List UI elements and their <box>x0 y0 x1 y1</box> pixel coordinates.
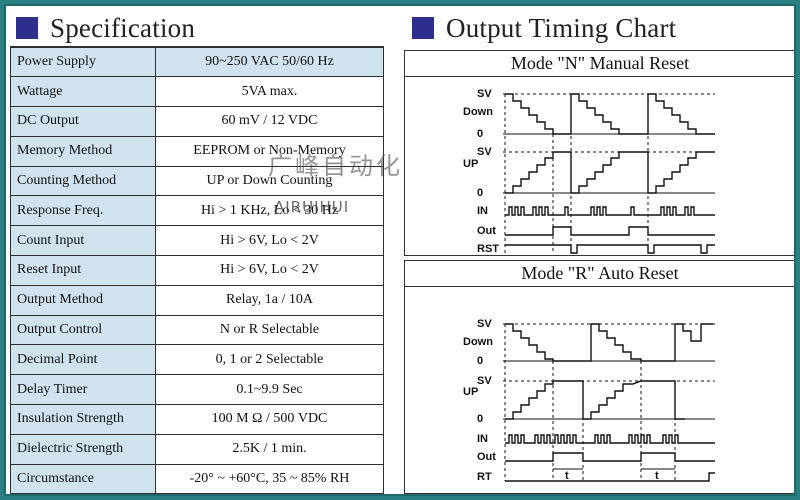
t-label: t <box>565 470 569 482</box>
header-bullet-square <box>412 17 434 39</box>
in-pulse-trace <box>505 434 715 444</box>
out-trace <box>505 452 715 462</box>
zero-up-label: 0 <box>477 413 483 425</box>
down-label: Down <box>463 336 493 348</box>
spec-row-wattage: Wattage 5VA max. <box>10 76 384 108</box>
spec-row-dc-output: DC Output 60 mV / 12 VDC <box>10 106 384 137</box>
t-label: t <box>655 470 659 482</box>
spec-row-memory-method: Memory Method EEPROM or Non-Memory <box>10 135 384 167</box>
spec-value: 100 M Ω / 500 VDC <box>155 404 384 435</box>
watermark-english: AIRUIHUI <box>274 198 350 216</box>
spec-label: Output Control <box>10 314 156 346</box>
out-label: Out <box>477 225 496 237</box>
spec-row-insulation-strength: Insulation Strength 100 M Ω / 500 VDC <box>10 404 384 435</box>
rt-label: RT <box>477 471 492 483</box>
spec-value: 90~250 VAC 50/60 Hz <box>155 46 384 78</box>
mode-n-chart-panel: Mode "N" Manual Reset <box>404 50 794 256</box>
mode-n-chart-title: Mode "N" Manual Reset <box>405 51 794 77</box>
rt-trace <box>505 472 715 482</box>
spec-value: 0.1~9.9 Sec <box>155 374 384 406</box>
header-bullet-square <box>16 17 38 39</box>
up-label: UP <box>463 386 478 398</box>
spec-label: DC Output <box>10 106 156 137</box>
spec-row-delay-timer: Delay Timer 0.1~9.9 Sec <box>10 374 384 406</box>
down-label: Down <box>463 106 493 118</box>
spec-row-count-input: Count Input Hi > 6V, Lo < 2V <box>10 225 384 257</box>
spec-label: Delay Timer <box>10 374 156 406</box>
spec-value: 5VA max. <box>155 76 384 108</box>
spec-row-output-method: Output Method Relay, 1a / 10A <box>10 284 384 316</box>
in-label: IN <box>477 205 488 217</box>
sv-up-label: SV <box>477 146 492 158</box>
specification-title: Specification <box>50 12 196 43</box>
spec-value: Hi > 6V, Lo < 2V <box>155 255 384 286</box>
spec-label: Counting Method <box>10 165 156 197</box>
spec-label: Reset Input <box>10 255 156 286</box>
in-pulse-trace <box>505 206 715 216</box>
sv-down-label: SV <box>477 318 492 330</box>
out-trace <box>505 226 715 236</box>
spec-label: Wattage <box>10 76 156 108</box>
zero-down-label: 0 <box>477 355 483 367</box>
spec-label: Dielectric Strength <box>10 433 156 465</box>
spec-value: Hi > 6V, Lo < 2V <box>155 225 384 257</box>
spec-value: 2.5K / 1 min. <box>155 433 384 465</box>
timing-chart-header: Output Timing Chart <box>412 10 676 46</box>
spec-row-dielectric-strength: Dielectric Strength 2.5K / 1 min. <box>10 433 384 465</box>
up-count-trace <box>505 380 685 420</box>
specification-table: Power Supply 90~250 VAC 50/60 Hz Wattage 5… <box>10 46 384 494</box>
spec-value: 60 mV / 12 VDC <box>155 106 384 137</box>
spec-value: EEPROM or Non-Memory <box>155 135 384 167</box>
sv-up-label: SV <box>477 375 492 387</box>
spec-row-reset-input: Reset Input Hi > 6V, Lo < 2V <box>10 255 384 286</box>
spec-row-circumstance: Circumstance -20° ~ +60°C, 35 ~ 85% RH <box>10 463 384 494</box>
timing-chart-title: Output Timing Chart <box>446 12 677 43</box>
up-count-trace <box>505 151 715 194</box>
down-count-trace <box>505 323 713 362</box>
spec-label: Output Method <box>10 284 156 316</box>
mode-n-timing-diagram: SV Down 0 UP SV 0 IN Out RST <box>463 88 715 255</box>
in-label: IN <box>477 433 488 445</box>
rst-label: RST <box>477 243 499 255</box>
spec-label: Power Supply <box>10 46 156 78</box>
spec-value: N or R Selectable <box>155 314 384 346</box>
zero-up-label: 0 <box>477 187 483 199</box>
spec-label: Decimal Point <box>10 344 156 376</box>
spec-value: Relay, 1a / 10A <box>155 284 384 316</box>
spec-label: Count Input <box>10 225 156 257</box>
spec-value: UP or Down Counting <box>155 165 384 197</box>
spec-value: -20° ~ +60°C, 35 ~ 85% RH <box>155 463 384 494</box>
spec-row-counting-method: Counting Method UP or Down Counting <box>10 165 384 197</box>
up-label: UP <box>463 158 478 170</box>
spec-value: 0, 1 or 2 Selectable <box>155 344 384 376</box>
mode-r-timing-diagram: SV Down 0 UP SV 0 IN Out RT t t <box>463 318 715 483</box>
mode-r-chart-title: Mode "R" Auto Reset <box>405 261 794 287</box>
out-label: Out <box>477 451 496 463</box>
spec-label: Circumstance <box>10 463 156 494</box>
spec-label: Insulation Strength <box>10 404 156 435</box>
spec-row-response-freq: Response Freq. Hi > 1 KHz, Lo < 30 Hz <box>10 195 384 227</box>
spec-row-decimal-point: Decimal Point 0, 1 or 2 Selectable <box>10 344 384 376</box>
watermark-chinese: 广峰自动化 <box>268 152 403 180</box>
zero-down-label: 0 <box>477 128 483 140</box>
specification-header: Specification <box>16 10 195 46</box>
spec-value: Hi > 1 KHz, Lo < 30 Hz <box>155 195 384 227</box>
spec-row-power-supply: Power Supply 90~250 VAC 50/60 Hz <box>10 46 384 78</box>
spec-label: Memory Method <box>10 135 156 167</box>
page-frame: Specification Output Timing Chart Power … <box>4 4 796 496</box>
rst-trace <box>505 244 715 254</box>
spec-row-output-control: Output Control N or R Selectable <box>10 314 384 346</box>
mode-r-chart-panel: Mode "R" Auto Reset SV <box>404 260 794 494</box>
down-count-trace <box>505 93 715 135</box>
spec-label: Response Freq. <box>10 195 156 227</box>
sv-down-label: SV <box>477 88 492 100</box>
